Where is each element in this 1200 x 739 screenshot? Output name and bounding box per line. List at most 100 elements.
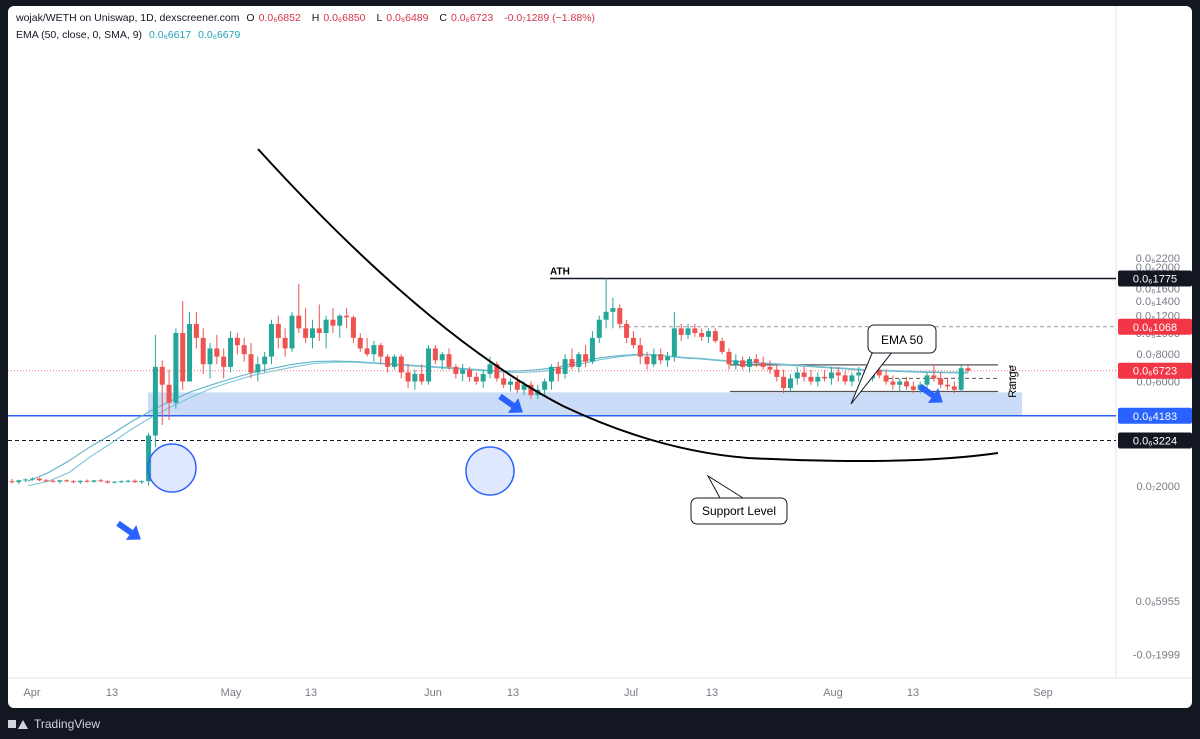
candle-body	[412, 373, 418, 382]
candle-body	[746, 359, 752, 367]
candle-body	[357, 337, 363, 349]
candle-body	[787, 378, 793, 389]
candle-body	[603, 311, 609, 320]
candle-body	[180, 333, 186, 382]
candle-body	[842, 375, 848, 382]
y-axis-tick-label: 0.0₈5955	[1136, 596, 1180, 608]
tradingview-logo-icon	[8, 718, 28, 730]
candle-body	[268, 323, 274, 357]
candle-body	[371, 345, 377, 355]
candle-body	[904, 381, 910, 387]
candle-body	[726, 351, 732, 365]
y-axis-tick-label: 0.0₇6000	[1136, 377, 1180, 389]
price-tag-label: 0.0₆4183	[1133, 411, 1177, 423]
candle-body	[658, 354, 664, 361]
support-touch-circle-1	[147, 443, 197, 493]
brand-name: TradingView	[34, 717, 101, 731]
candle-body	[166, 384, 172, 403]
candle-body	[733, 360, 739, 365]
chart-frame: ATH Range EMA 50 Support Level 0.0₆2200 0.0₆2…	[8, 6, 1192, 708]
candle-body	[36, 478, 42, 481]
candle-body	[569, 359, 575, 367]
price-tag-0.0₆4183	[1118, 407, 1192, 424]
candle-body	[480, 373, 486, 382]
candle-body	[419, 373, 425, 382]
candle-body	[644, 356, 650, 365]
candle-body	[808, 376, 814, 382]
candle-body	[439, 354, 445, 361]
x-axis-tick-label: 13	[305, 687, 317, 699]
x-axis-tick-label: 13	[907, 687, 919, 699]
candle-body	[173, 333, 179, 403]
candle-body	[487, 364, 493, 374]
candle-body	[514, 381, 520, 390]
candle-body	[77, 480, 83, 483]
candle-body	[467, 369, 473, 377]
candle-body	[760, 362, 766, 367]
candle-body	[385, 356, 391, 367]
y-axis-tick-label: 0.0₇8000	[1136, 349, 1180, 361]
candle-body	[50, 480, 56, 482]
range-arrow-icon	[918, 383, 943, 403]
candle-body	[494, 364, 500, 379]
candle-body	[548, 366, 554, 382]
candle-body	[801, 372, 807, 377]
candle-body	[70, 481, 76, 483]
candle-body	[234, 337, 240, 346]
ema-callout-box	[867, 324, 937, 354]
footer-brand[interactable]: TradingView	[8, 713, 100, 735]
candle-body	[562, 359, 568, 374]
candle-body	[337, 315, 343, 326]
candle-body	[897, 381, 903, 385]
ema-value-2: 0.0₆6679	[198, 29, 241, 41]
candle-body	[398, 356, 404, 373]
x-axis-tick-label: Aug	[823, 687, 843, 699]
candle-body	[781, 376, 787, 389]
candle-body	[507, 381, 513, 385]
ema-indicator-label[interactable]: EMA (50, close, 0, SMA, 9)	[16, 29, 143, 41]
candle-body	[187, 323, 193, 382]
ath-label: ATH	[550, 267, 570, 278]
candle-body	[146, 435, 152, 482]
candle-body	[350, 317, 356, 338]
support-callout-pointer	[706, 474, 744, 499]
candle-body	[426, 348, 432, 382]
x-axis-tick-label: Sep	[1033, 687, 1053, 699]
candle-body	[924, 375, 930, 385]
candle-body	[391, 356, 397, 367]
x-axis-tick-label: 13	[507, 687, 519, 699]
candle-body	[105, 481, 111, 483]
candle-body	[303, 328, 309, 338]
candle-body	[610, 308, 616, 312]
breakout-arrow-icon	[116, 520, 141, 540]
candle-body	[289, 315, 295, 349]
candle-body	[344, 315, 350, 318]
candle-body	[262, 356, 268, 365]
candle-body	[378, 345, 384, 357]
candle-body	[890, 381, 896, 385]
support-zone	[148, 392, 1022, 416]
candle-body	[699, 333, 705, 337]
candle-body	[23, 479, 29, 481]
candle-body	[316, 328, 322, 333]
candle-body	[473, 376, 479, 382]
ema-value-1: 0.0₆6617	[148, 29, 192, 41]
candle-body	[719, 340, 725, 352]
x-axis-tick-label: May	[221, 687, 242, 699]
candle-body	[309, 328, 315, 338]
candle-body	[159, 366, 165, 385]
candle-body	[29, 478, 35, 480]
candle-body	[596, 319, 602, 338]
x-axis-tick-label: Jun	[424, 687, 442, 699]
ohlc-high: H 0.0₆6850	[311, 12, 366, 24]
candle-body	[241, 345, 247, 355]
candle-body	[740, 360, 746, 367]
ema-callout-label: EMA 50	[881, 333, 923, 347]
candle-body	[228, 337, 234, 367]
candle-body	[214, 348, 220, 357]
candle-body	[43, 480, 49, 482]
symbol-title[interactable]: wojak/WETH on Uniswap, 1D, dexscreener.c…	[16, 12, 240, 24]
candle-body	[589, 337, 595, 362]
candle-body	[542, 381, 548, 390]
